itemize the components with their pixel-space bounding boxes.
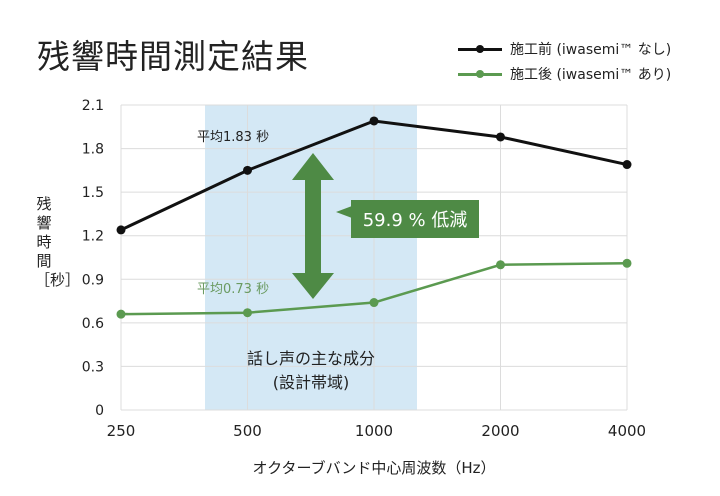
data-point-before bbox=[496, 132, 505, 142]
band-label-2: (設計帯域) bbox=[273, 373, 350, 392]
x-tick-label: 4000 bbox=[608, 422, 646, 440]
data-point-before bbox=[369, 116, 379, 126]
avg-after-label: 平均0.73 秒 bbox=[197, 282, 269, 297]
legend-swatch-after bbox=[458, 68, 502, 80]
data-point-before bbox=[622, 160, 632, 170]
x-tick-label: 250 bbox=[107, 422, 136, 440]
x-axis-label: オクターブバンド中心周波数（Hz） bbox=[252, 459, 495, 477]
page-title: 残響時間測定結果 bbox=[37, 37, 309, 76]
legend-swatch-before bbox=[458, 43, 502, 55]
y-tick-label: 1.5 bbox=[82, 185, 104, 201]
data-point-after bbox=[243, 308, 252, 318]
x-tick-label: 2000 bbox=[481, 422, 519, 440]
y-tick-label: 0.9 bbox=[82, 272, 104, 288]
avg-before-label: 平均1.83 秒 bbox=[197, 130, 269, 145]
x-tick-label: 1000 bbox=[355, 422, 393, 440]
data-point-after bbox=[622, 258, 632, 268]
x-tick-label: 500 bbox=[233, 422, 262, 440]
y-tick-label: 0 bbox=[95, 403, 104, 419]
reduction-label: 59.9 % 低減 bbox=[363, 210, 468, 231]
reduction-arrow-icon bbox=[292, 153, 334, 299]
legend: 施工前 (iwasemi™ なし) 施工後 (iwasemi™ あり) bbox=[458, 36, 671, 86]
y-tick-label: 2.1 bbox=[82, 98, 104, 114]
y-tick-label: 0.6 bbox=[82, 316, 104, 332]
y-axis-label: 残響時間［秒］ bbox=[35, 195, 81, 289]
y-tick-label: 1.8 bbox=[82, 142, 104, 158]
data-point-after bbox=[496, 260, 505, 270]
y-tick-label: 0.3 bbox=[82, 359, 104, 375]
y-tick-label: 1.2 bbox=[82, 229, 104, 245]
reduction-callout: 59.9 % 低減 bbox=[336, 200, 479, 238]
data-point-after bbox=[369, 298, 379, 308]
legend-label-after: 施工後 (iwasemi™ あり) bbox=[510, 66, 672, 83]
data-point-before bbox=[116, 225, 126, 235]
band-label-1: 話し声の主な成分 bbox=[247, 349, 375, 368]
data-point-before bbox=[243, 165, 252, 175]
legend-label-before: 施工前 (iwasemi™ なし) bbox=[510, 41, 672, 58]
data-point-after bbox=[116, 309, 126, 319]
legend-item-after: 施工後 (iwasemi™ あり) bbox=[458, 61, 671, 86]
legend-item-before: 施工前 (iwasemi™ なし) bbox=[458, 36, 671, 61]
